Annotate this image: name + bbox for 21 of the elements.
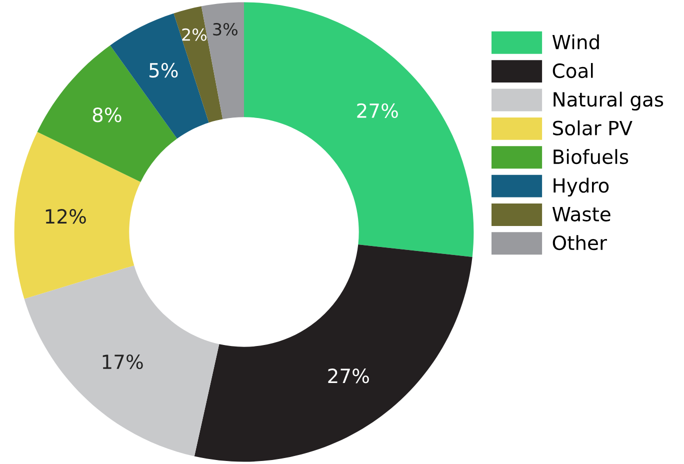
data-label: 3%: [213, 22, 238, 36]
data-label: 8%: [92, 108, 122, 122]
donut-slice: [14, 132, 141, 299]
legend-label: Waste: [552, 207, 610, 222]
data-label: 17%: [102, 354, 143, 370]
data-label: 27%: [357, 103, 398, 118]
legend-label: Solar PV: [553, 120, 632, 136]
donut-slice: [194, 244, 472, 462]
legend-label: Hydro: [554, 178, 609, 197]
legend-label: Wind: [552, 34, 599, 50]
data-label: 12%: [46, 209, 86, 224]
donut-slice: [37, 45, 178, 182]
legend-label: Natural gas: [554, 92, 664, 111]
legend-label: Coal: [552, 63, 593, 78]
data-label: 27%: [328, 368, 369, 384]
donut-slice: [24, 265, 220, 456]
donut-slice: [244, 2, 474, 257]
data-label: 2%: [182, 28, 207, 41]
data-label: 5%: [149, 62, 178, 78]
legend-label: Other: [552, 235, 607, 250]
legend-label: Biofuels: [554, 149, 628, 164]
